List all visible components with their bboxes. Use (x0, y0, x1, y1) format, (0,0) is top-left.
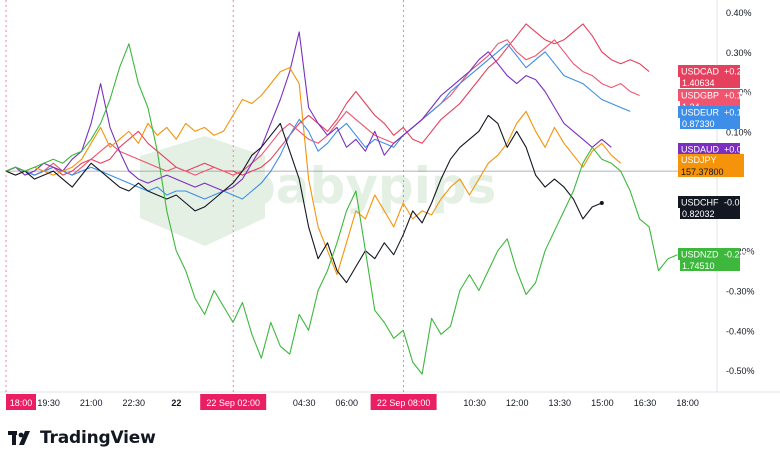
x-tick-label: 22 (171, 398, 181, 408)
series-label-usdcad: USDCAD +0.25% 1.40634 (678, 65, 755, 88)
series-label-name: USDCHF (681, 198, 719, 208)
series-line-usdaud[interactable] (5, 31, 612, 192)
x-axis[interactable]: 18:00 19:30 21:00 22:30 22 22 Sep 02:00 04:30 0… (6, 394, 699, 410)
series-line-usdchf[interactable] (5, 114, 603, 284)
series-line-usdnzd[interactable] (5, 43, 678, 375)
x-tick-label: 22 Sep 02:00 (206, 398, 260, 408)
series-label-price: 0.82032 (682, 209, 715, 219)
series-label-price: 1.74510 (682, 261, 715, 271)
series-line-usdcad[interactable] (5, 23, 650, 176)
x-tick-label: 18:00 (676, 398, 699, 408)
x-tick-label: 15:00 (591, 398, 614, 408)
y-tick-label: -0.30% (726, 287, 755, 297)
series-label-name: USDEUR (681, 108, 720, 118)
y-tick-label: 0.10% (726, 127, 752, 137)
series-label-name: USDCAD (681, 67, 720, 77)
series-label-change: +0.15% (724, 108, 755, 118)
series-label-usdjpy: USDJPY 157.37800 (678, 154, 744, 177)
x-tick-label: 13:30 (549, 398, 572, 408)
series-label-bg (678, 106, 740, 118)
x-tick-highlight (200, 394, 267, 410)
y-axis[interactable]: 0.40%0.30%0.20%0.10%-0.20%-0.30%-0.40%-0… (726, 8, 755, 376)
series-label-change: -0.21% (724, 250, 753, 260)
x-tick-label: 06:00 (336, 398, 359, 408)
watermark: babypips (140, 136, 496, 246)
watermark-text: babypips (240, 157, 496, 215)
series-label-usdchf: USDCHF -0.08% 0.82032 (678, 196, 753, 219)
series-line-usdgbp[interactable] (5, 39, 640, 176)
series-last-point (599, 200, 604, 205)
series-label-name: USDAUD (681, 145, 720, 155)
y-tick-label: -0.20% (726, 247, 755, 257)
x-tick-highlight (370, 394, 437, 410)
series-label-change: +0.25% (724, 67, 755, 77)
series-label-name: USDJPY (681, 155, 717, 165)
series-label-name-bg (678, 154, 744, 165)
series-label-usdnzd: USDNZD -0.21% 1.74510 (678, 248, 753, 271)
series-label-price-bg (680, 208, 740, 219)
x-tick-label: 04:30 (293, 398, 316, 408)
x-tick-label: 19:30 (37, 398, 60, 408)
tradingview-logo[interactable]: TradingView (8, 428, 156, 448)
x-tick-label: 12:00 (506, 398, 529, 408)
y-tick-label: -0.40% (726, 326, 755, 336)
series-label-name: USDNZD (681, 250, 719, 260)
x-tick-label: 10:30 (463, 398, 486, 408)
y-tick-label: 0.40% (726, 8, 752, 18)
x-tick-label: 16:30 (634, 398, 657, 408)
series-line-usdeur[interactable] (5, 43, 631, 200)
series-label-usdeur: USDEUR +0.15% 0.87330 (678, 106, 755, 129)
series-label-price: 0.87330 (682, 119, 715, 129)
x-tick-label: 18:00 (10, 398, 33, 408)
series-label-price-bg (678, 165, 744, 177)
series-label-price-bg (680, 260, 740, 271)
series-label-bg (678, 89, 740, 101)
series-label-change: +0.06% (724, 145, 755, 155)
series-labels: USDCAD+0.25%1.40634USDGBP+0.19%1.34USDEU… (678, 65, 755, 271)
tradingview-logo-text: TradingView (40, 428, 156, 448)
series-label-price-bg (680, 118, 740, 129)
series-label-bg (678, 65, 740, 77)
series-line-usdjpy[interactable] (5, 67, 622, 276)
x-tick-highlight (6, 394, 36, 410)
x-tick-label: 22 Sep 08:00 (377, 398, 431, 408)
y-tick-label: -0.50% (726, 366, 755, 376)
x-tick-label: 22:30 (123, 398, 146, 408)
y-tick-label: 0.30% (726, 48, 752, 58)
series-label-bg (678, 143, 740, 155)
series-label-bg (678, 196, 740, 208)
series-layer (5, 23, 678, 375)
series-label-bg (678, 248, 740, 260)
series-label-name: USDGBP (681, 91, 719, 101)
series-label-price-bg (680, 77, 740, 88)
series-label-change: +0.19% (724, 91, 755, 101)
series-label-price: 157.37800 (681, 167, 724, 177)
tradingview-logo-icon (8, 431, 30, 445)
series-label-change: -0.08% (724, 198, 753, 208)
series-label-price: 1.40634 (682, 78, 715, 88)
x-tick-label: 21:00 (80, 398, 103, 408)
